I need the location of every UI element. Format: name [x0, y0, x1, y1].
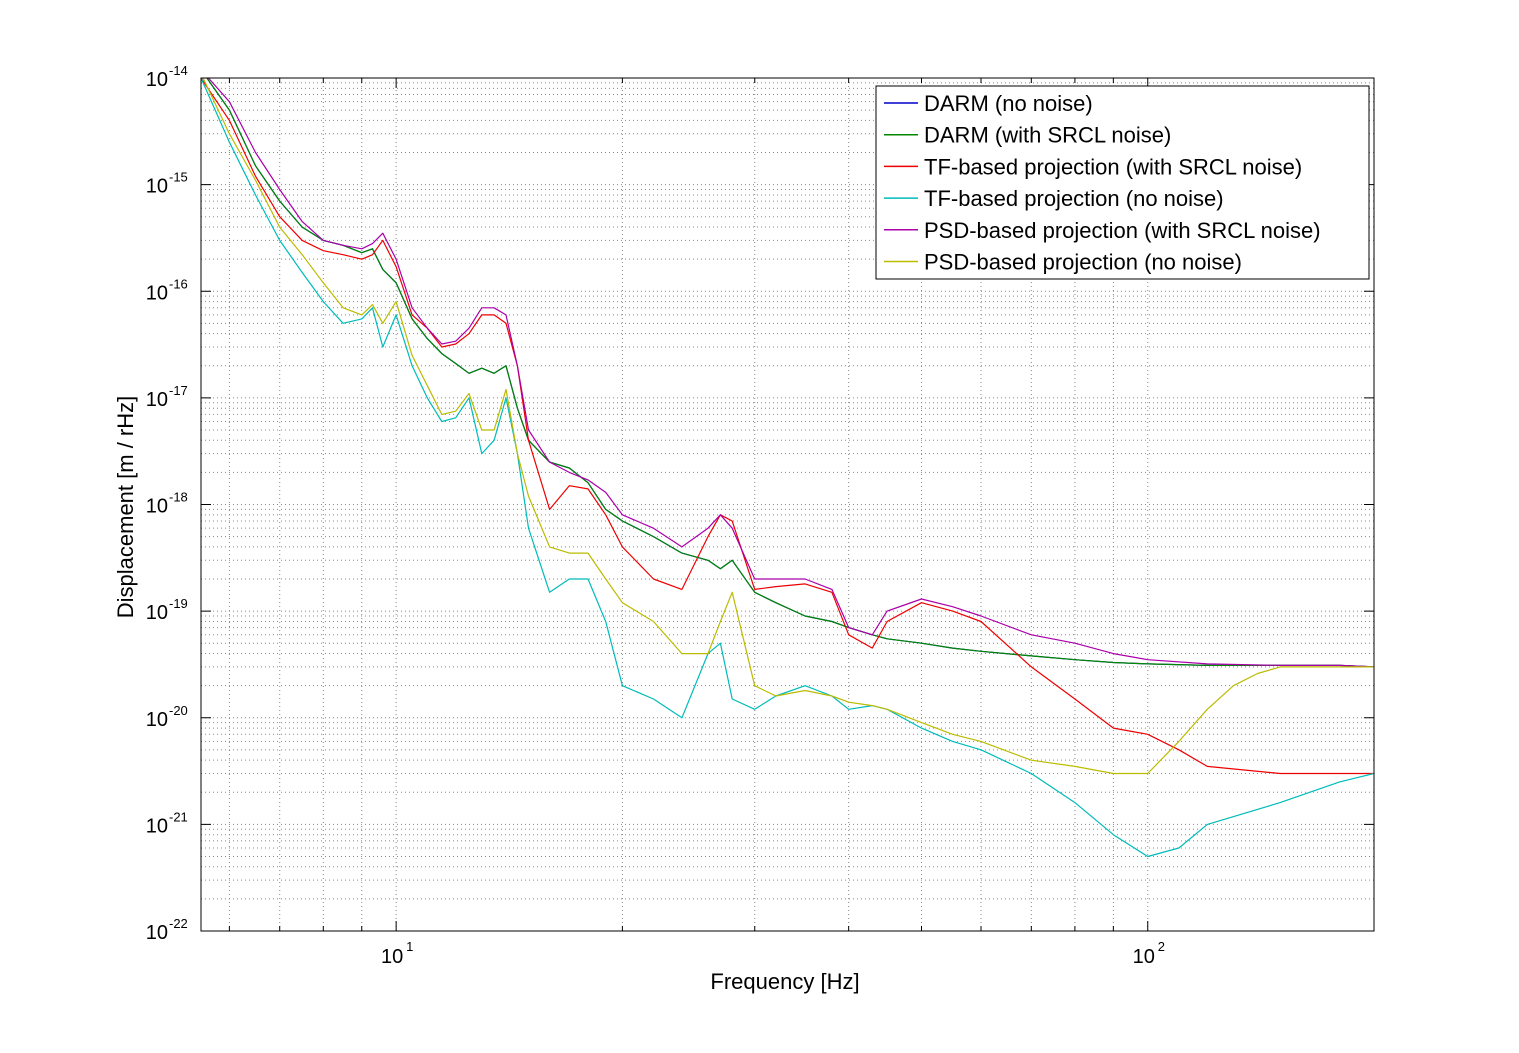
y-tick-labels: 10-1410-1510-1610-1710-1810-1910-2010-21…	[146, 63, 188, 944]
y-tick-label-exponent: -14	[169, 63, 188, 78]
legend-entry-4: TF-based projection (no noise)	[924, 186, 1224, 211]
y-tick-label-exponent: -22	[169, 916, 188, 931]
y-tick-label-exponent: -17	[169, 383, 188, 398]
legend-box	[875, 85, 1370, 280]
legend-entry-6: PSD-based projection (no noise)	[924, 250, 1242, 275]
x-tick-label-exponent: 2	[1158, 939, 1165, 954]
series-line-2	[206, 78, 1374, 668]
legend-entry-5: PSD-based projection (with SRCL noise)	[924, 218, 1321, 243]
y-tick-label-exponent: -21	[169, 809, 188, 824]
series-line-3	[201, 78, 1374, 775]
legend-entry-2: DARM (with SRCL noise)	[924, 123, 1171, 148]
series-line-4	[201, 78, 1374, 858]
y-tick-label: 10	[146, 389, 168, 411]
y-tick-label-exponent: -20	[169, 703, 188, 718]
y-tick-label: 10	[146, 282, 168, 304]
series-line-5	[207, 78, 1374, 668]
y-tick-label: 10	[146, 69, 168, 91]
y-tick-label-exponent: -19	[169, 596, 188, 611]
y-tick-label-exponent: -15	[169, 170, 188, 185]
series-line-6	[202, 78, 1374, 775]
y-tick-label-exponent: -16	[169, 276, 188, 291]
y-tick-label: 10	[146, 815, 168, 837]
x-tick-label: 10	[1133, 946, 1155, 968]
axis-ticks	[201, 77, 1375, 932]
x-tick-label-exponent: 1	[406, 939, 413, 954]
series-group	[201, 78, 1374, 858]
y-tick-label: 10	[146, 602, 168, 624]
y-tick-label-exponent: -18	[169, 490, 188, 505]
y-tick-label: 10	[146, 709, 168, 731]
legend-entry-3: TF-based projection (with SRCL noise)	[924, 154, 1302, 179]
legend: DARM (no noise) DARM (with SRCL noise) TF-…	[875, 85, 1370, 280]
x-tick-labels: 10 1 10 2	[381, 939, 1165, 968]
x-axis-label: Frequency [Hz]	[710, 969, 859, 994]
y-tick-label: 10	[146, 922, 168, 944]
y-axis-label: Displacement [m / rHz]	[113, 396, 138, 619]
y-tick-label: 10	[146, 496, 168, 518]
legend-entry-1: DARM (no noise)	[924, 91, 1093, 116]
x-tick-label: 10	[381, 946, 403, 968]
y-tick-label: 10	[146, 176, 168, 198]
